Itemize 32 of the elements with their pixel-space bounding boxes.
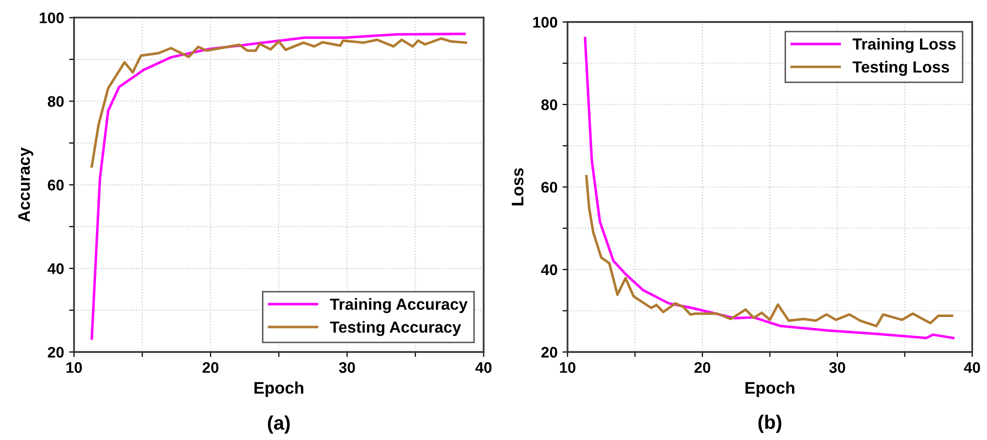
x-tick-label: 40 (475, 362, 492, 373)
y-tick-label: 100 (533, 16, 558, 28)
y-tick-label: 20 (541, 346, 558, 358)
x-tick-label: 30 (338, 362, 355, 373)
y-tick-label: 20 (48, 346, 64, 358)
y-tick-label: 60 (48, 180, 64, 190)
line-series (90, 37, 468, 168)
x-axis-title: Epoch (254, 382, 304, 398)
line-series (585, 175, 954, 328)
y-axis-title: Accuracy (18, 147, 34, 222)
y-tick-label: 40 (48, 263, 64, 274)
x-tick-label: 10 (66, 362, 82, 373)
y-tick-label: 40 (541, 264, 558, 276)
legend-label: Training Accuracy (330, 298, 468, 314)
line-series (90, 32, 466, 340)
y-tick-label: 100 (40, 12, 64, 24)
x-axis-title: Epoch (746, 382, 794, 398)
legend-label: Training Loss (852, 38, 956, 53)
x-tick-label: 30 (829, 362, 846, 373)
y-tick-label: 80 (48, 96, 64, 107)
y-tick-label: 80 (541, 99, 558, 110)
x-tick-label: 10 (560, 362, 576, 373)
legend-label: Testing Accuracy (330, 321, 462, 336)
x-tick-label: 20 (694, 362, 710, 373)
y-axis-title: Loss (512, 168, 524, 206)
y-tick-label: 60 (541, 182, 558, 193)
legend-label: Testing Loss (852, 60, 950, 76)
text: (a) (268, 416, 290, 434)
x-tick-label: 20 (202, 362, 218, 373)
x-tick-label: 40 (964, 362, 980, 373)
line-series (584, 36, 955, 340)
text: (b) (758, 414, 782, 433)
